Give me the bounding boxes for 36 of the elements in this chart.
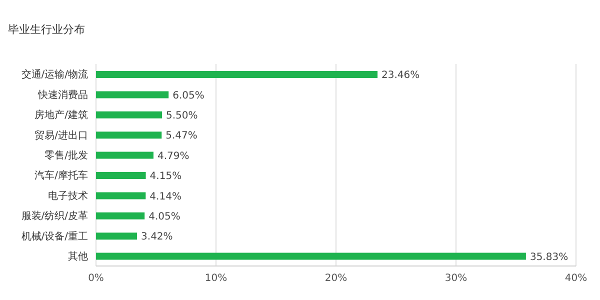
bar — [96, 232, 138, 240]
bar — [96, 212, 145, 220]
data-label: 4.79% — [157, 150, 190, 162]
x-tick-label: 10% — [204, 273, 228, 284]
data-label: 3.42% — [141, 232, 173, 243]
y-tick-label: 贸易/进出口 — [34, 129, 88, 142]
bar — [96, 172, 146, 179]
bar — [96, 91, 169, 98]
x-tick-label: 30% — [444, 273, 468, 284]
data-label: 6.05% — [172, 90, 204, 102]
bar — [96, 132, 162, 139]
y-tick-label: 汽车/摩托车 — [34, 170, 88, 182]
data-label: 5.50% — [166, 110, 198, 122]
x-tick-label: 20% — [324, 273, 348, 284]
y-tick-label: 服装/纺织/皮革 — [21, 210, 88, 222]
bar — [96, 71, 378, 78]
data-label: 23.46% — [382, 70, 420, 82]
data-label: 5.47% — [166, 130, 198, 142]
y-tick-label: 电子技术 — [48, 190, 88, 202]
data-label: 4.14% — [150, 191, 182, 202]
bar — [96, 111, 162, 118]
data-label: 4.05% — [148, 211, 180, 222]
data-label: 35.83% — [530, 252, 568, 263]
y-tick-label: 房地产/建筑 — [34, 109, 88, 122]
y-tick-label: 其他 — [68, 250, 88, 262]
y-tick-label: 交通/运输/物流 — [21, 68, 88, 81]
y-tick-label: 机械/设备/重工 — [21, 230, 88, 242]
bar — [96, 152, 154, 159]
y-tick-label: 零售/批发 — [44, 149, 88, 162]
y-tick-label: 快速消费品 — [37, 88, 88, 101]
bar — [96, 252, 526, 260]
x-tick-label: 40% — [564, 273, 588, 284]
chart-title: 毕业生行业分布 — [8, 22, 85, 37]
data-label: 4.15% — [150, 171, 182, 182]
x-tick-label: 0% — [88, 273, 104, 284]
bar — [96, 192, 146, 200]
